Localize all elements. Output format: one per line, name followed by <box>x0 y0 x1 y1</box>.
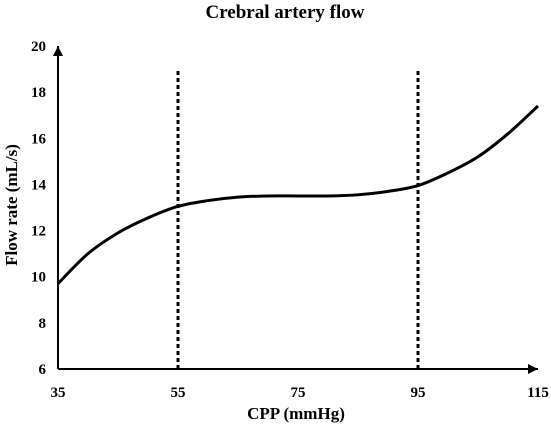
x-tick-label: 55 <box>171 385 186 401</box>
y-axis-arrow <box>53 46 63 56</box>
y-tick-label: 8 <box>39 316 47 332</box>
chart-title: Crebral artery flow <box>206 2 365 23</box>
x-tick-label: 75 <box>291 385 306 401</box>
y-tick-label: 12 <box>31 224 46 240</box>
y-tick-label: 16 <box>31 131 47 147</box>
y-tick-label: 10 <box>31 270 46 286</box>
y-tick-label: 6 <box>39 362 47 378</box>
plot-area: 35 55 75 95 115 6 8 10 12 14 16 18 20 <box>31 39 549 401</box>
y-tick-label: 20 <box>31 39 46 55</box>
series-line <box>56 104 540 285</box>
x-axis-arrow <box>528 364 538 374</box>
x-tick-label: 35 <box>51 385 66 401</box>
y-tick-label: 18 <box>31 85 46 101</box>
y-tick-label: 14 <box>31 177 47 193</box>
y-axis-label: Flow rate (mL/s) <box>2 144 21 266</box>
x-tick-label: 115 <box>527 385 549 401</box>
x-axis-label: CPP (mmHg) <box>247 404 345 423</box>
x-tick-label: 95 <box>411 385 426 401</box>
